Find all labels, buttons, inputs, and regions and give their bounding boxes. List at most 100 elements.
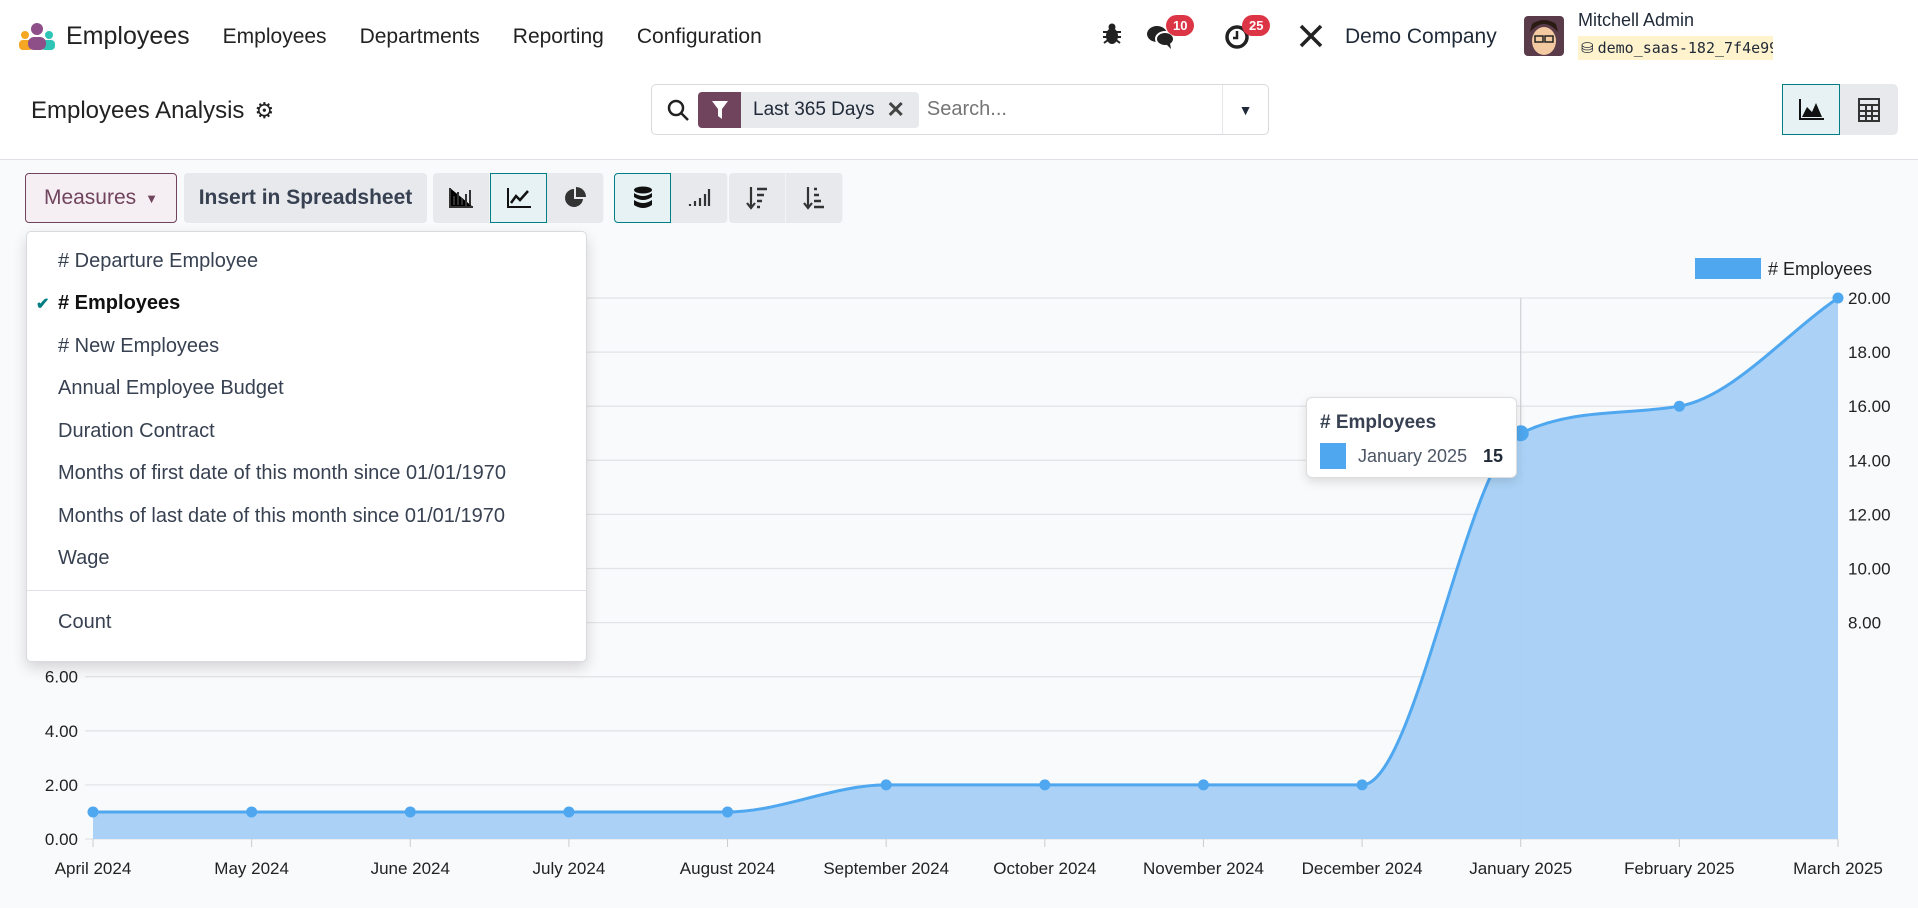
divider	[27, 590, 586, 591]
menu-configuration[interactable]: Configuration	[636, 24, 762, 48]
pie-chart-icon	[565, 187, 586, 207]
measure-item[interactable]: Months of last date of this month since …	[27, 495, 586, 538]
app-brand[interactable]: Employees	[18, 22, 190, 52]
messages-badge: 10	[1166, 15, 1195, 36]
debug-bug-icon[interactable]	[1102, 22, 1122, 46]
measure-item[interactable]: Duration Contract	[27, 410, 586, 453]
sort-descending-icon	[746, 187, 767, 210]
menu-departments[interactable]: Departments	[359, 24, 480, 48]
database-icon: ⛁	[1581, 39, 1594, 57]
clock-icon	[1225, 25, 1249, 49]
search-icon[interactable]	[666, 98, 690, 122]
x-tick-label: November 2024	[1143, 859, 1264, 878]
search-bar: Last 365 Days ✕ ▼	[651, 84, 1269, 135]
measure-item[interactable]: ✔ # Employees	[27, 283, 586, 326]
y-tick-label: 4.00	[45, 722, 78, 741]
bar-chart-icon	[449, 188, 473, 208]
page-title: Employees Analysis	[31, 97, 245, 124]
data-point	[246, 806, 258, 818]
measure-label: Wage	[58, 547, 110, 570]
measure-item[interactable]: Wage	[27, 538, 586, 581]
sort-descending-button[interactable]	[729, 173, 786, 223]
tools-icon[interactable]	[1298, 23, 1324, 54]
data-point	[722, 806, 734, 818]
pivot-view-button[interactable]	[1840, 84, 1898, 135]
stacked-button[interactable]	[614, 173, 671, 223]
measure-label: Duration Contract	[58, 419, 215, 442]
search-options-toggle[interactable]: ▼	[1222, 85, 1268, 134]
data-point	[87, 806, 99, 818]
data-point	[1039, 779, 1051, 791]
employees-app-icon	[19, 22, 55, 50]
data-point	[563, 806, 575, 818]
chat-icon	[1147, 26, 1175, 49]
measure-item[interactable]: Annual Employee Budget	[27, 368, 586, 411]
area-chart-icon	[1799, 98, 1824, 120]
measures-dropdown: # Departure Employee ✔ # Employees # New Em…	[26, 231, 587, 662]
y-tick-label: 6.00	[45, 668, 78, 687]
x-tick-label: January 2025	[1469, 859, 1572, 878]
gear-icon[interactable]: ⚙	[254, 98, 275, 123]
measure-item-count[interactable]: Count	[58, 610, 112, 633]
x-tick-label: July 2024	[533, 859, 606, 878]
sort-ascending-icon	[803, 187, 824, 210]
search-input[interactable]	[926, 98, 1207, 121]
legend-swatch	[1695, 258, 1761, 279]
y-tick-label: 0.00	[45, 830, 78, 849]
cumulative-button[interactable]	[671, 173, 728, 223]
caret-down-icon: ▼	[145, 190, 159, 206]
measure-label: Months of first date of this month since…	[58, 462, 507, 485]
database-stack-icon	[633, 186, 652, 208]
data-point	[1832, 292, 1844, 304]
app-name: Employees	[66, 22, 190, 50]
x-tick-label: April 2024	[55, 859, 132, 878]
x-tick-label: February 2025	[1624, 859, 1735, 878]
series-area	[93, 298, 1838, 839]
measure-label: # Departure Employee	[58, 249, 259, 272]
insert-in-spreadsheet-button[interactable]: Insert in Spreadsheet	[184, 173, 427, 223]
top-navbar: Employees Employees Departments Reportin…	[0, 0, 1918, 73]
menu-reporting[interactable]: Reporting	[512, 24, 604, 48]
line-chart-icon	[506, 188, 531, 208]
measure-label: Annual Employee Budget	[58, 377, 284, 400]
y-tick-label: 18.00	[1848, 343, 1891, 362]
legend-label: # Employees	[1768, 259, 1872, 279]
bar-chart-button[interactable]	[433, 173, 490, 223]
measures-button[interactable]: Measures ▼	[25, 173, 177, 223]
x-tick-label: October 2024	[993, 859, 1096, 878]
company-switcher[interactable]: Demo Company	[1345, 25, 1497, 48]
user-name[interactable]: Mitchell Admin	[1578, 10, 1695, 30]
user-avatar[interactable]	[1524, 16, 1564, 56]
y-tick-label: 12.00	[1848, 505, 1891, 524]
measure-item[interactable]: # Departure Employee	[27, 240, 586, 283]
check-icon: ✔	[36, 295, 50, 313]
data-point	[880, 779, 892, 791]
pie-chart-button[interactable]	[547, 173, 604, 223]
data-point	[1673, 400, 1685, 412]
measure-label: # New Employees	[58, 334, 220, 357]
remove-facet-close-icon[interactable]: ✕	[886, 96, 905, 122]
activities-button[interactable]: 25	[1224, 15, 1271, 55]
menu-employees[interactable]: Employees	[222, 24, 327, 48]
y-tick-label: 8.00	[1848, 614, 1881, 633]
filter-icon	[698, 91, 741, 128]
filter-facet: Last 365 Days ✕	[698, 91, 919, 128]
x-tick-label: May 2024	[214, 859, 289, 878]
data-point	[404, 806, 416, 818]
graph-view-button[interactable]	[1782, 84, 1840, 135]
tooltip-value: 15	[1482, 445, 1503, 466]
messages-button[interactable]: 10	[1146, 15, 1195, 55]
control-panel: Employees Analysis ⚙ Last 365 Days ✕ ▼	[0, 73, 1918, 160]
measure-item[interactable]: Months of first date of this month since…	[27, 453, 586, 496]
y-tick-label: 2.00	[45, 776, 78, 795]
sort-ascending-button[interactable]	[786, 173, 843, 223]
measure-item[interactable]: # New Employees	[27, 325, 586, 368]
y-tick-label: 10.00	[1848, 560, 1891, 579]
y-tick-label: 20.00	[1848, 289, 1891, 308]
measure-label: # Employees	[58, 292, 181, 315]
facet-label: Last 365 Days	[753, 98, 875, 120]
line-chart-button[interactable]	[490, 173, 547, 223]
y-tick-label: 14.00	[1848, 451, 1891, 470]
chart-tooltip: # Employees January 2025 15	[1306, 397, 1517, 478]
y-tick-label: 16.00	[1848, 397, 1891, 416]
